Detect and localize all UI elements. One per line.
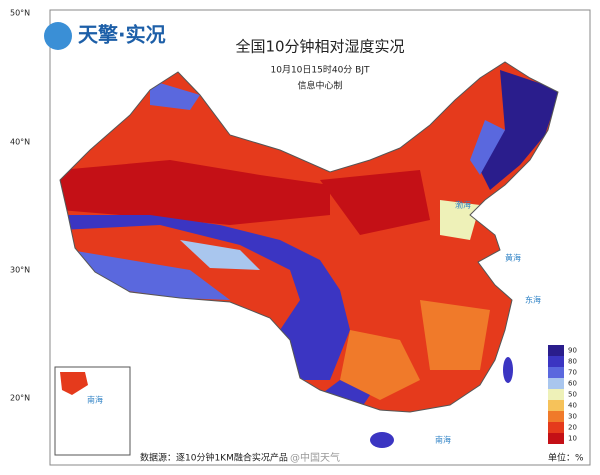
legend-swatch [548, 367, 564, 378]
legend-swatch [548, 400, 564, 411]
legend-label: 20 [568, 424, 577, 432]
time: 10月10日15时40分 BJT [271, 64, 370, 76]
inset-land [60, 372, 88, 395]
legend-unit: 单位：% [548, 452, 584, 464]
legend-label: 80 [568, 358, 577, 366]
lat-label: 20°N [10, 394, 30, 403]
legend-swatch [548, 356, 564, 367]
logo-text: 天擎·实况 [78, 23, 166, 47]
legend-label: 90 [568, 347, 577, 355]
sea-label: 南海 [435, 435, 451, 445]
legend-swatch [548, 433, 564, 444]
producer: 信息中心制 [297, 80, 342, 92]
legend-label: 30 [568, 413, 577, 421]
legend-swatch [548, 411, 564, 422]
legend-label: 40 [568, 402, 577, 410]
legend-label: 70 [568, 369, 577, 377]
inset-label: 南海 [87, 395, 103, 405]
legend-swatch [548, 389, 564, 400]
logo-icon [44, 22, 72, 50]
taiwan [503, 357, 513, 383]
legend-label: 50 [568, 391, 577, 399]
legend-label: 60 [568, 380, 577, 388]
hainan [370, 432, 394, 448]
legend-label: 10 [568, 435, 577, 443]
inset-box [54, 366, 131, 456]
legend-swatch [548, 345, 564, 356]
sea-label: 渤海 [455, 200, 471, 210]
watermark: @中国天气 [290, 451, 340, 464]
legend-swatch [548, 378, 564, 389]
sea-label: 东海 [525, 295, 541, 305]
lat-label: 30°N [10, 266, 30, 275]
lat-label: 50°N [10, 9, 30, 18]
legend: 90 80 70 60 50 40 30 20 10 [548, 345, 577, 444]
source: 数据源：逐10分钟1KM融合实况产品 [140, 452, 288, 464]
title: 全国10分钟相对湿度实况 [235, 38, 404, 56]
lat-label: 40°N [10, 138, 30, 147]
legend-swatch [548, 422, 564, 433]
sea-label: 黄海 [505, 253, 521, 263]
